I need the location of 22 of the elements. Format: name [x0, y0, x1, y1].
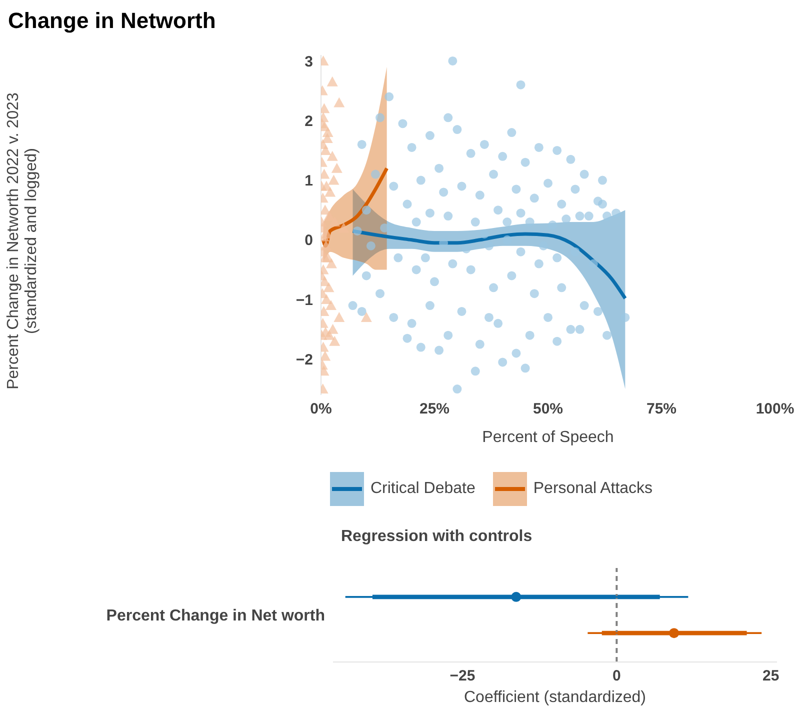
y-tick-label: −2 [296, 352, 313, 369]
chart-title: Regression with controls [341, 528, 534, 547]
x-axis-title: Coefficient (standardized) [464, 689, 646, 706]
x-axis-title: Percent of Speech [482, 429, 614, 446]
y-tick-label: Percent Change in Net worth [106, 608, 325, 625]
x-tick-label: 50% [532, 400, 564, 418]
text: Change in Networth [8, 8, 217, 35]
x-tick-label: 100% [756, 400, 794, 418]
x-tick-label: 75% [646, 400, 677, 418]
x-tick-label: 0% [310, 400, 332, 418]
y-tick-label: 3 [304, 53, 313, 70]
legend-label: Personal Attacks [533, 480, 653, 498]
x-tick-label: 0 [612, 668, 621, 685]
y-axis-title: Percent Change in Networth 2022 v. 2023 (standardized and logged) [5, 92, 40, 390]
x-tick-label: 25 [762, 668, 780, 685]
y-tick-label: 2 [304, 112, 313, 130]
x-tick-label: −25 [450, 668, 476, 685]
x-tick-label: 25% [419, 400, 450, 418]
y-tick-label: 0 [304, 232, 313, 250]
y-tick-label: −1 [296, 292, 313, 309]
y-tick-label: 1 [304, 172, 313, 190]
legend-label: Critical Debate [370, 480, 476, 498]
